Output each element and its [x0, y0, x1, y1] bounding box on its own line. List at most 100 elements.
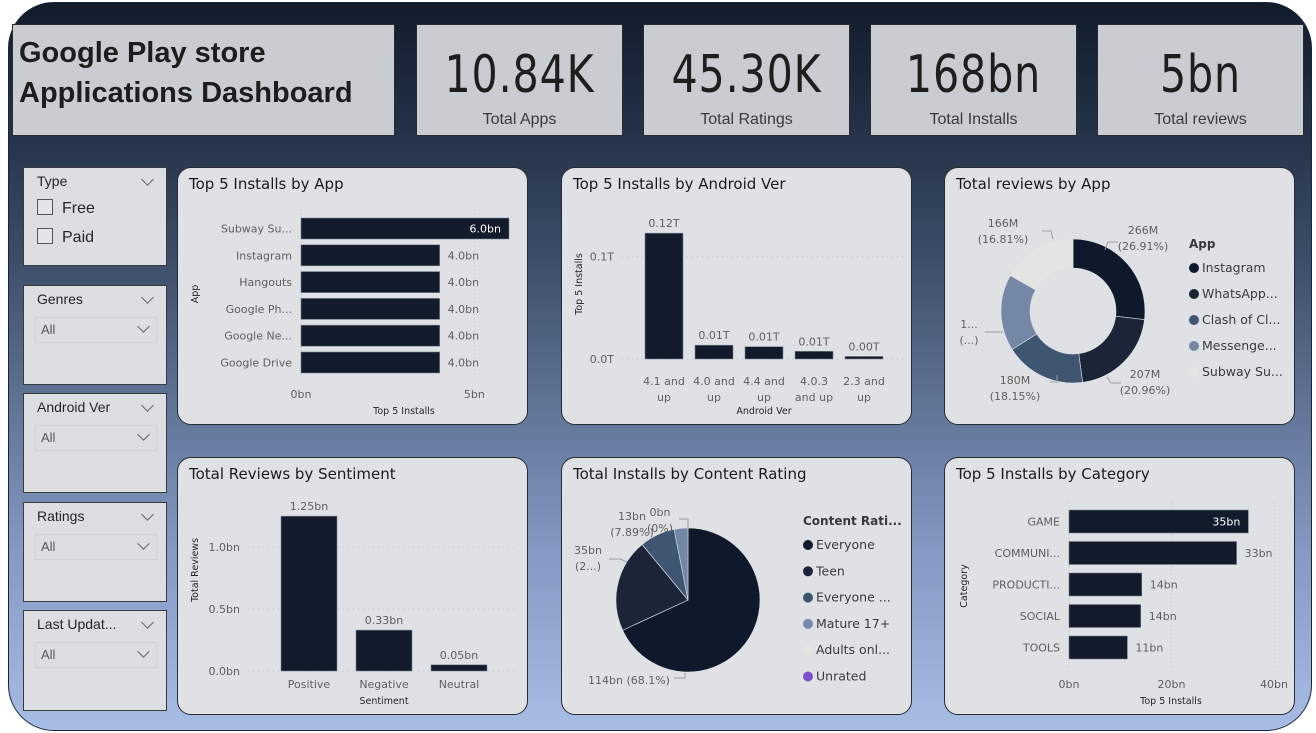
x-category-label: up	[757, 391, 771, 404]
chart-card-installs-by-category: Top 5 Installs by Category 0bn 20bn 40bn GA…	[944, 457, 1295, 715]
slicer-android-ver: Android Ver All	[23, 393, 167, 493]
chevron-down-icon[interactable]	[137, 645, 150, 658]
chart-reviews-by-app: App Instagram WhatsApp... Clash of Cl... Mes…	[959, 217, 1283, 403]
legend-label: Mature 17+	[816, 616, 890, 631]
x-axis-title: Top 5 Installs	[372, 406, 435, 417]
android-ver-dropdown[interactable]: All	[35, 425, 157, 451]
y-category-label: Hangouts	[239, 276, 292, 289]
pie-slice	[622, 527, 761, 673]
chevron-down-icon[interactable]	[141, 291, 154, 304]
data-label: (18.15%)	[990, 390, 1041, 403]
chart-installs-by-android: 0.0T 0.1T 0.12T 4.1 and up 0.01T 4.0 and up 0.01…	[574, 217, 907, 417]
data-label: 0.12T	[648, 217, 679, 230]
dashboard-title-card: Google Play store Applications Dashboard	[12, 24, 395, 136]
x-axis-title: Top 5 Installs	[1139, 696, 1202, 707]
checkbox-free[interactable]: Free	[37, 199, 95, 218]
y-tick-label: 0.0bn	[209, 665, 240, 678]
y-category-label: Google Ne...	[224, 330, 292, 343]
x-tick-label: 20bn	[1158, 678, 1186, 691]
data-label: 13bn	[618, 510, 646, 523]
chevron-down-icon[interactable]	[141, 616, 154, 629]
x-category-label: 4.1 and	[643, 375, 685, 388]
y-category-label: TOOLS	[1022, 642, 1060, 655]
data-label: 207M	[1130, 368, 1161, 381]
bar	[744, 346, 784, 360]
data-label: 180M	[1000, 374, 1031, 387]
chart-title: Total Reviews by Sentiment	[189, 465, 396, 483]
bar	[1068, 604, 1142, 628]
bar	[1068, 509, 1249, 534]
data-label: 6.0bn	[470, 223, 501, 236]
checkbox-icon[interactable]	[37, 228, 53, 244]
bar	[300, 351, 440, 374]
kpi-card-total-installs: 168bn Total Installs	[870, 24, 1077, 136]
y-category-label: Instagram	[236, 249, 292, 262]
y-tick-label: 1.0bn	[209, 541, 240, 554]
y-axis-title: Total Reviews	[190, 538, 201, 603]
data-label: 0.01T	[798, 335, 829, 348]
legend-marker	[1189, 367, 1199, 377]
y-category-label: Google Drive	[220, 357, 292, 370]
x-axis-title: Sentiment	[359, 696, 408, 707]
data-label: 35bn	[1212, 516, 1240, 529]
data-label: 0.05bn	[440, 649, 478, 662]
data-label: 4.0bn	[448, 330, 479, 343]
kpi-value: 45.30K	[671, 45, 822, 105]
leader-line	[1106, 376, 1121, 384]
chevron-down-icon[interactable]	[137, 428, 150, 441]
kpi-value: 5bn	[1159, 45, 1242, 105]
data-label: 0.01T	[698, 329, 729, 342]
dropdown-value: All	[41, 647, 56, 662]
leader-line	[1042, 230, 1054, 240]
data-label: 35bn	[574, 544, 602, 557]
legend-label: Subway Su...	[1202, 364, 1283, 379]
last-updated-dropdown[interactable]: All	[35, 642, 157, 668]
chart-card-installs-by-app: Top 5 Installs by App 0bn 5bn Subway Su...…	[177, 167, 528, 425]
x-category-label: up	[857, 391, 871, 404]
leader-line	[679, 518, 689, 528]
leader-line	[1050, 375, 1058, 383]
checkbox-label: Free	[62, 200, 95, 217]
genres-dropdown[interactable]: All	[35, 317, 157, 343]
data-label: 0.01T	[748, 331, 779, 344]
y-category-label: SOCIAL	[1020, 610, 1061, 623]
slicer-title: Genres	[37, 291, 83, 307]
kpi-label: Total Apps	[482, 111, 557, 128]
kpi-card-total-ratings: 45.30K Total Ratings	[643, 24, 850, 136]
data-label: 266M	[1128, 224, 1159, 237]
legend-title: App	[1189, 237, 1216, 251]
chart-card-reviews-by-sentiment: Total Reviews by Sentiment 0.0bn 0.5bn 1.0…	[177, 457, 528, 715]
legend-marker	[1189, 341, 1199, 351]
x-tick-label: 40bn	[1260, 678, 1288, 691]
legend-marker	[803, 540, 813, 550]
kpi-label: Total Installs	[929, 111, 1018, 128]
chart-installs-by-category: 0bn 20bn 40bn GAME 35bn COMMUNI... 33bn PRODUCT…	[959, 502, 1288, 707]
y-category-label: Google Ph...	[226, 303, 292, 316]
chevron-down-icon[interactable]	[137, 537, 150, 550]
chart-installs-by-app: 0bn 5bn Subway Su... 6.0bn Instagram 4.0bn Han…	[190, 210, 510, 417]
slicer-ratings: Ratings All	[23, 502, 167, 602]
chevron-down-icon[interactable]	[137, 320, 150, 333]
legend-title: Content Rati...	[803, 514, 902, 528]
data-label: (0%)	[647, 522, 673, 535]
data-label: (26.91%)	[1118, 240, 1169, 253]
x-category-label: up	[657, 391, 671, 404]
chevron-down-icon[interactable]	[141, 399, 154, 412]
slicer-last-updated: Last Updat... All	[23, 610, 167, 711]
x-category-label: 4.0 and	[693, 375, 735, 388]
chevron-down-icon[interactable]	[141, 173, 154, 186]
legend-marker	[803, 592, 813, 603]
checkbox-paid[interactable]: Paid	[37, 228, 94, 247]
ratings-dropdown[interactable]: All	[35, 534, 157, 560]
chart-card-reviews-by-app: Total reviews by App App Instagram WhatsAp…	[944, 167, 1295, 425]
y-category-label: PRODUCTI...	[992, 579, 1060, 592]
bar	[300, 271, 440, 293]
chart-title: Total reviews by App	[956, 175, 1111, 193]
dropdown-value: All	[41, 322, 56, 337]
dropdown-value: All	[41, 539, 56, 554]
bar	[300, 244, 440, 267]
chevron-down-icon[interactable]	[141, 508, 154, 521]
bar	[794, 351, 834, 360]
checkbox-icon[interactable]	[37, 199, 53, 215]
slicer-title: Type	[37, 173, 68, 189]
